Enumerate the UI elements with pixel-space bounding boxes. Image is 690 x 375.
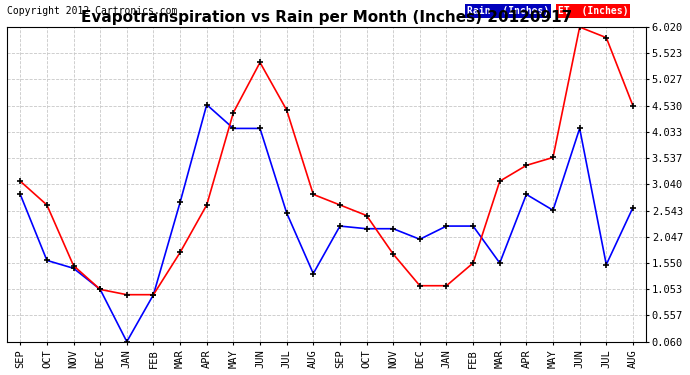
Text: Copyright 2012 Cartronics.com: Copyright 2012 Cartronics.com: [7, 6, 177, 16]
Text: ET  (Inches): ET (Inches): [558, 6, 629, 16]
Text: Rain  (Inches): Rain (Inches): [467, 6, 549, 16]
Title: Evapotranspiration vs Rain per Month (Inches) 20120917: Evapotranspiration vs Rain per Month (In…: [81, 9, 572, 24]
